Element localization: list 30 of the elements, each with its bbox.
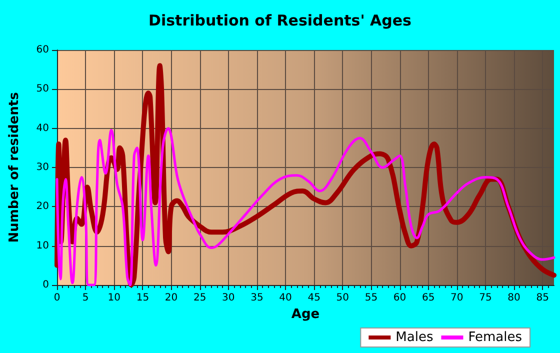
y-tick-label: 10	[36, 240, 49, 252]
x-tick-label: 75	[479, 292, 492, 304]
y-tick-label: 30	[36, 162, 49, 173]
y-axis-title: Number of residents	[7, 92, 22, 243]
legend-label: Males	[396, 330, 434, 345]
x-tick-label: 30	[222, 292, 235, 304]
x-tick-label: 80	[508, 292, 520, 304]
x-tick-label: 70	[450, 292, 464, 304]
x-axis-title: Age	[291, 306, 320, 322]
y-tick-label: 20	[36, 201, 49, 212]
x-tick-label: 15	[136, 292, 150, 304]
x-tick-label: 20	[164, 292, 178, 304]
x-tick-label: 45	[308, 292, 320, 304]
chart-title: Distribution of Residents' Ages	[148, 12, 412, 30]
x-tick-label: 60	[393, 292, 406, 304]
x-tick-label: 25	[193, 292, 206, 304]
x-tick-label: 65	[422, 292, 435, 304]
x-tick-label: 5	[82, 292, 89, 304]
x-tick-label: 85	[536, 292, 549, 304]
x-tick-label: 10	[108, 292, 120, 304]
y-tick-label: 50	[36, 84, 49, 95]
x-tick-label: 50	[336, 292, 349, 304]
legend-label: Females	[468, 330, 522, 345]
x-tick-label: 40	[279, 292, 292, 304]
y-tick-label: 40	[36, 122, 49, 134]
y-tick-label: 0	[42, 280, 49, 290]
x-tick-label: 55	[364, 292, 378, 304]
y-tick-label: 60	[36, 44, 49, 56]
x-tick-label: 35	[250, 292, 264, 304]
x-tick-label: 0	[54, 292, 60, 304]
